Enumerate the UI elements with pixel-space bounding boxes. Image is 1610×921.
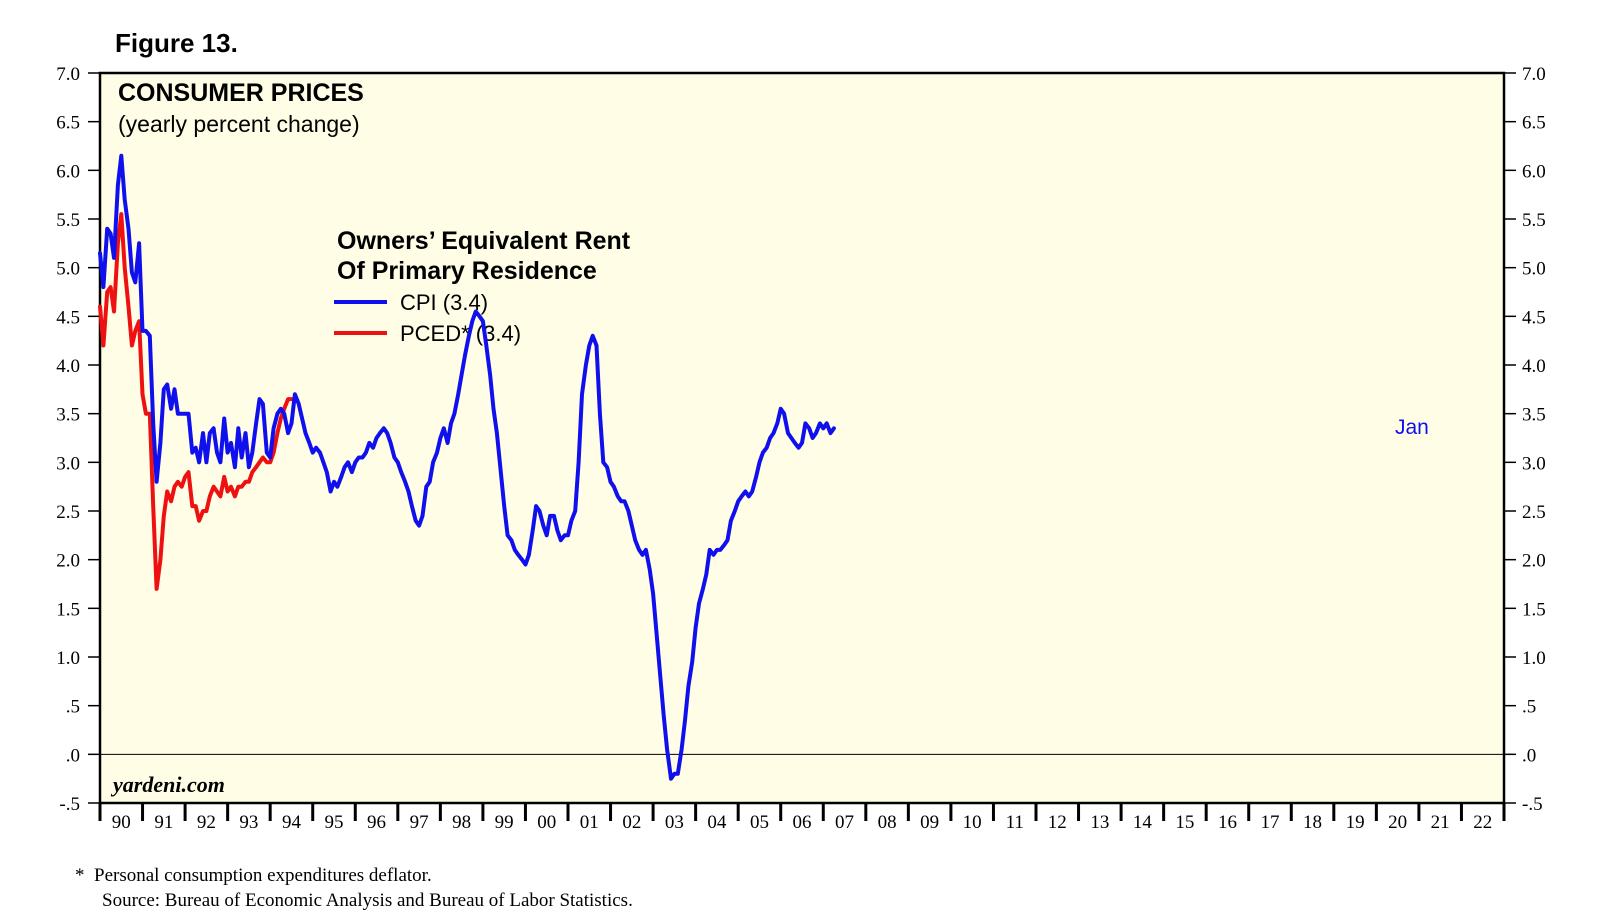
x-tick-label: 04 [707, 812, 727, 833]
y-tick-label-left: 1.0 [56, 648, 80, 669]
figure-label: Figure 13. [115, 28, 238, 58]
series-pced-line [98, 212, 294, 591]
y-tick-label-right: 3.0 [1522, 453, 1546, 474]
x-tick-label: 01 [580, 812, 599, 833]
watermark: yardeni.com [110, 772, 225, 797]
y-tick-label-right: 5.5 [1522, 210, 1546, 231]
y-tick-label-left: 2.0 [56, 551, 80, 572]
x-tick-label: 16 [1218, 812, 1237, 833]
x-tick-label: 05 [750, 812, 769, 833]
y-axis-left: 7.0 6.5 6.0 5.5 5.0 4.5 4.0 3.5 3.0 2.5 2.0 1.5 1.0.… [56, 64, 100, 815]
legend-cpi-label: CPI (3.4) [400, 290, 488, 315]
y-tick-label-left: .0 [66, 745, 80, 766]
x-tick-label: 98 [452, 812, 471, 833]
y-tick-label-left: -.5 [59, 794, 80, 815]
latest-label: Jan [1395, 416, 1429, 439]
y-tick-label-left: .5 [66, 697, 80, 718]
y-tick-label-right: 6.0 [1522, 161, 1546, 182]
y-tick-label-right: 1.0 [1522, 648, 1546, 669]
series-cpi-line [98, 153, 836, 781]
y-tick-label-right: 2.5 [1522, 502, 1546, 523]
y-tick-label-right: -.5 [1522, 794, 1543, 815]
x-tick-label: 11 [1006, 812, 1024, 833]
x-tick-label: 12 [1048, 812, 1067, 833]
x-axis: 90 91 92 93 94 95 96 97 98 99 00 01 02 03 04 05 06 07 08 09… [98, 803, 1506, 833]
y-tick-label-right: 2.0 [1522, 551, 1546, 572]
legend-pced-label: PCED* (3.4) [400, 321, 521, 346]
y-tick-label-left: 2.5 [56, 502, 80, 523]
x-tick-label: 93 [239, 812, 258, 833]
y-tick-label-left: 7.0 [56, 64, 80, 85]
x-tick-label: 91 [154, 812, 173, 833]
legend-title-line2: Of Primary Residence [337, 257, 597, 285]
x-tick-label: 96 [367, 812, 386, 833]
x-tick-label: 99 [495, 812, 514, 833]
x-tick-label: 14 [1133, 812, 1153, 833]
x-tick-label: 09 [920, 812, 939, 833]
y-tick-label-right: 4.5 [1522, 307, 1546, 328]
source-note: Source: Bureau of Economic Analysis and … [102, 890, 633, 911]
x-tick-label: 20 [1388, 812, 1407, 833]
x-tick-label: 90 [112, 812, 131, 833]
x-tick-label: 94 [282, 812, 302, 833]
x-tick-label: 22 [1473, 812, 1492, 833]
x-tick-label: 18 [1303, 812, 1322, 833]
footnote: * Personal consumption expenditures defl… [75, 865, 432, 886]
y-tick-label-left: 6.5 [56, 113, 80, 134]
y-tick-label-left: 3.0 [56, 453, 80, 474]
y-tick-label-right: 1.5 [1522, 599, 1546, 620]
x-tick-label: 06 [793, 812, 812, 833]
y-tick-label-right: .0 [1522, 745, 1536, 766]
y-tick-label-right: 7.0 [1522, 64, 1546, 85]
x-tick-label: 00 [537, 812, 556, 833]
y-tick-label-left: 1.5 [56, 599, 80, 620]
x-tick-label: 17 [1261, 812, 1280, 833]
x-tick-label: 10 [963, 812, 982, 833]
chart-subtitle: (yearly percent change) [118, 111, 360, 137]
y-axis-right: 7.0 6.5 6.0 5.5 5.0 4.5 4.0 3.5 3.0 2.5 2.0 1.5 1.0.… [1504, 64, 1546, 815]
y-tick-label-left: 4.5 [56, 307, 80, 328]
y-tick-label-left: 5.0 [56, 259, 80, 280]
x-tick-label: 15 [1175, 812, 1194, 833]
x-tick-label: 03 [665, 812, 684, 833]
y-tick-label-left: 4.0 [56, 356, 80, 377]
x-tick-label: 02 [622, 812, 641, 833]
x-tick-label: 92 [197, 812, 216, 833]
x-tick-label: 08 [878, 812, 897, 833]
y-tick-label-right: .5 [1522, 697, 1536, 718]
x-tick-label: 07 [835, 812, 854, 833]
chart-title: CONSUMER PRICES [118, 79, 364, 107]
y-tick-label-left: 6.0 [56, 161, 80, 182]
y-tick-label-right: 6.5 [1522, 113, 1546, 134]
legend-title-line1: Owners’ Equivalent Rent [337, 227, 631, 255]
x-tick-label: 97 [410, 812, 429, 833]
y-tick-label-left: 5.5 [56, 210, 80, 231]
y-tick-label-right: 4.0 [1522, 356, 1546, 377]
y-tick-label-right: 3.5 [1522, 405, 1546, 426]
x-tick-label: 13 [1090, 812, 1109, 833]
x-tick-label: 95 [325, 812, 344, 833]
x-tick-label: 19 [1346, 812, 1365, 833]
x-tick-label: 21 [1431, 812, 1450, 833]
y-tick-label-right: 5.0 [1522, 259, 1546, 280]
y-tick-label-left: 3.5 [56, 405, 80, 426]
